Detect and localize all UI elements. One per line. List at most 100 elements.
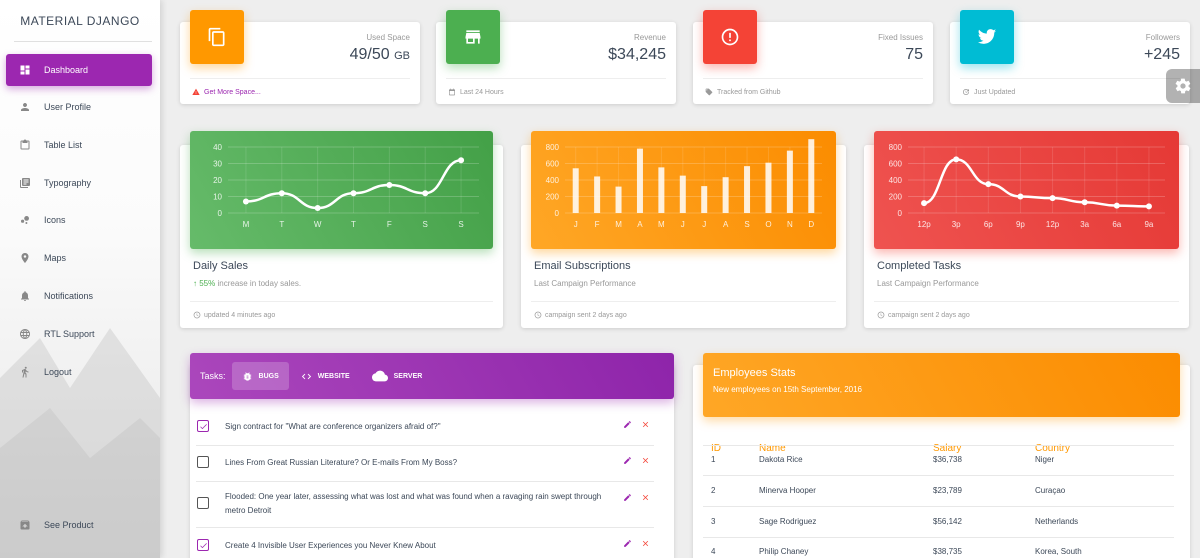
remove-button[interactable] bbox=[636, 493, 654, 502]
tab-website[interactable]: WEBSITE bbox=[291, 362, 360, 390]
close-icon bbox=[642, 540, 648, 547]
sidebar-item-label: User Profile bbox=[44, 102, 92, 112]
bar bbox=[615, 186, 622, 213]
x-tick-label: J bbox=[574, 220, 578, 229]
clock-icon bbox=[534, 311, 542, 319]
tab-server[interactable]: SERVER bbox=[362, 362, 433, 390]
sidebar-item-logout[interactable]: Logout bbox=[6, 356, 152, 388]
stat-footer: Just Updated bbox=[962, 88, 1015, 96]
table-header-salary: Salary bbox=[933, 443, 962, 454]
table-cell: Netherlands bbox=[1035, 517, 1079, 526]
x-tick-label: A bbox=[723, 220, 729, 229]
task-checkbox[interactable] bbox=[197, 539, 209, 551]
data-point bbox=[1017, 193, 1024, 200]
chart-subtitle: Last Campaign Performance bbox=[534, 279, 636, 288]
sales-increase-text: increase in today sales. bbox=[215, 279, 302, 288]
bar bbox=[658, 167, 665, 213]
table-cell: $36,738 bbox=[933, 455, 962, 464]
get-more-space-link[interactable]: Get More Space... bbox=[204, 88, 261, 96]
x-tick-label: S bbox=[423, 220, 428, 229]
employees-card: Employees Stats New employees on 15th Se… bbox=[693, 353, 1190, 558]
data-point bbox=[386, 181, 393, 188]
stat-card-revenue: Revenue $34,245 Last 24 Hours bbox=[436, 10, 676, 104]
employees-subtitle: New employees on 15th September, 2016 bbox=[713, 385, 862, 394]
edit-button[interactable] bbox=[618, 539, 636, 548]
employees-header: Employees Stats New employees on 15th Se… bbox=[703, 353, 1180, 417]
task-text: Flooded: One year later, assessing what … bbox=[225, 492, 602, 515]
divider bbox=[196, 481, 654, 482]
library-books-icon bbox=[18, 176, 32, 190]
divider bbox=[703, 475, 1174, 476]
brand-logo[interactable]: MATERIAL DJANGO bbox=[20, 14, 140, 28]
task-checkbox[interactable] bbox=[197, 497, 209, 509]
sidebar-item-dashboard[interactable]: Dashboard bbox=[6, 54, 152, 86]
data-point bbox=[422, 190, 429, 197]
task-checkbox[interactable] bbox=[197, 456, 209, 468]
bubble-chart-icon bbox=[18, 213, 32, 227]
close-icon bbox=[642, 421, 648, 428]
edit-button[interactable] bbox=[618, 456, 636, 465]
x-tick-label: 12p bbox=[917, 220, 931, 229]
task-actions bbox=[618, 493, 654, 502]
stat-category: Used Space bbox=[366, 33, 410, 42]
sidebar-item-label: Table List bbox=[44, 140, 83, 150]
code-icon bbox=[301, 373, 311, 379]
x-tick-label: 6a bbox=[1112, 220, 1121, 229]
remove-button[interactable] bbox=[636, 539, 654, 548]
sidebar-item-rtl-support[interactable]: RTL Support bbox=[6, 318, 152, 350]
pencil-icon bbox=[623, 494, 631, 501]
table-header-country: Country bbox=[1035, 443, 1071, 454]
sidebar-item-icons[interactable]: Icons bbox=[6, 204, 152, 236]
x-tick-label: 6p bbox=[984, 220, 993, 229]
data-point bbox=[242, 198, 249, 205]
edit-button[interactable] bbox=[618, 420, 636, 429]
bar bbox=[572, 168, 579, 213]
stat-footer-text: Tracked from Github bbox=[717, 88, 781, 96]
remove-button[interactable] bbox=[636, 420, 654, 429]
remove-button[interactable] bbox=[636, 456, 654, 465]
y-tick-label: 0 bbox=[898, 209, 903, 218]
sidebar-item-notifications[interactable]: Notifications bbox=[6, 280, 152, 312]
dashboard-icon bbox=[18, 63, 32, 77]
sidebar-item-maps[interactable]: Maps bbox=[6, 242, 152, 274]
stat-value: 75 bbox=[905, 46, 923, 63]
y-tick-label: 600 bbox=[889, 160, 903, 169]
x-tick-label: M bbox=[615, 220, 622, 229]
stat-category: Followers bbox=[1145, 33, 1180, 42]
check-icon bbox=[199, 423, 207, 429]
settings-button[interactable] bbox=[1166, 69, 1200, 103]
tab-bugs[interactable]: BUGS bbox=[231, 362, 289, 390]
edit-button[interactable] bbox=[618, 493, 636, 502]
table-cell: $38,735 bbox=[933, 547, 962, 556]
divider bbox=[190, 301, 493, 302]
bar bbox=[808, 139, 815, 213]
bar bbox=[786, 150, 793, 213]
sidebar-item-label: RTL Support bbox=[44, 329, 95, 339]
person-icon bbox=[18, 100, 32, 114]
bar bbox=[701, 186, 708, 213]
x-tick-label: 3a bbox=[1080, 220, 1089, 229]
divider bbox=[190, 78, 410, 79]
sidebar-item-see-product[interactable]: See Product bbox=[6, 509, 152, 541]
stat-value: 49/50 GB bbox=[349, 46, 410, 63]
sidebar-item-typography[interactable]: Typography bbox=[6, 167, 152, 199]
divider bbox=[703, 506, 1174, 507]
y-tick-label: 200 bbox=[889, 193, 903, 202]
table-header-id: ID bbox=[711, 443, 721, 454]
tab-label: WEBSITE bbox=[317, 372, 350, 380]
task-checkbox[interactable] bbox=[197, 420, 209, 432]
stat-footer-text: Last 24 Hours bbox=[460, 88, 504, 96]
sidebar-item-user-profile[interactable]: User Profile bbox=[6, 91, 152, 123]
divider bbox=[703, 78, 923, 79]
task-item: Sign contract for "What are conference o… bbox=[196, 420, 654, 434]
chart-card-email-subscriptions: 0 200 400 600 800 J F M A M J J A S O N D Email Subscrip… bbox=[521, 131, 846, 328]
chart-card-completed-tasks: 0 200 400 600 800 12p 3p 6p 9p 12p 3a 6a 9a Complete… bbox=[864, 131, 1189, 328]
sidebar-item-table-list[interactable]: Table List bbox=[6, 129, 152, 161]
pencil-icon bbox=[623, 457, 631, 464]
chart-subtitle: Last Campaign Performance bbox=[877, 279, 979, 288]
completed-tasks-line-chart: 0 200 400 600 800 12p 3p 6p 9p 12p 3a 6a 9a bbox=[889, 143, 1165, 229]
y-tick-label: 30 bbox=[213, 160, 222, 169]
stat-value: $34,245 bbox=[608, 46, 666, 63]
chart-subtitle: ↑ 55% increase in today sales. bbox=[193, 279, 301, 288]
pencil-icon bbox=[623, 540, 631, 547]
